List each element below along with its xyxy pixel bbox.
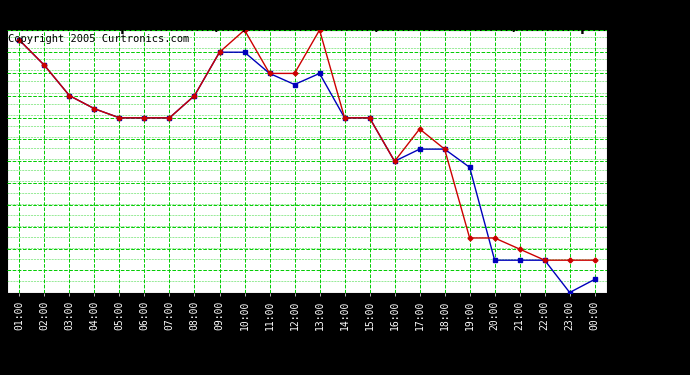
Text: Copyright 2005 Curtronics.com: Copyright 2005 Curtronics.com — [8, 34, 189, 44]
Text: Outside Temperature (vs) Wind Chill (Last 24 Hours) Thu Apr 7 00:00: Outside Temperature (vs) Wind Chill (Las… — [10, 15, 680, 34]
